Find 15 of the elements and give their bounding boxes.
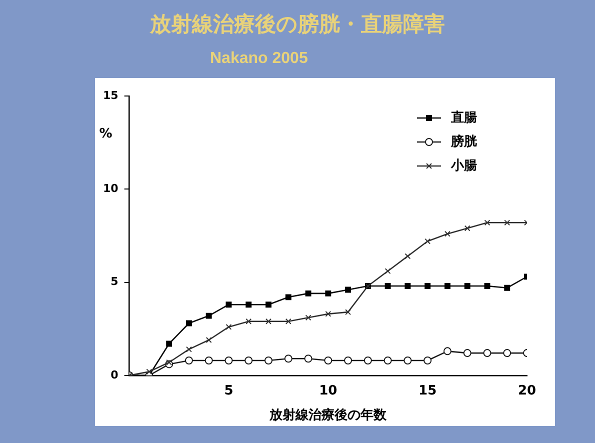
x-axis-title: 放射線治療後の年数 xyxy=(268,406,388,423)
x-tick-label: 5 xyxy=(224,384,234,399)
x-tick-label: 10 xyxy=(319,384,338,399)
chart-subtitle: Nakano 2005 xyxy=(210,50,308,68)
legend-label: 膀胱 xyxy=(450,133,478,150)
x-tick-label: 15 xyxy=(418,384,437,399)
legend-label: 直腸 xyxy=(450,110,477,126)
chart-title: 放射線治療後の膀胱・直腸障害 xyxy=(148,11,446,38)
legend-label: 小腸 xyxy=(450,158,477,174)
y-tick-label: 10 xyxy=(102,182,119,195)
y-tick-label: 15 xyxy=(102,88,118,102)
y-axis-title: % xyxy=(99,126,112,142)
y-tick-label: 0 xyxy=(110,368,119,382)
x-tick-label: 20 xyxy=(518,384,536,399)
y-tick-label: 5 xyxy=(110,275,118,288)
